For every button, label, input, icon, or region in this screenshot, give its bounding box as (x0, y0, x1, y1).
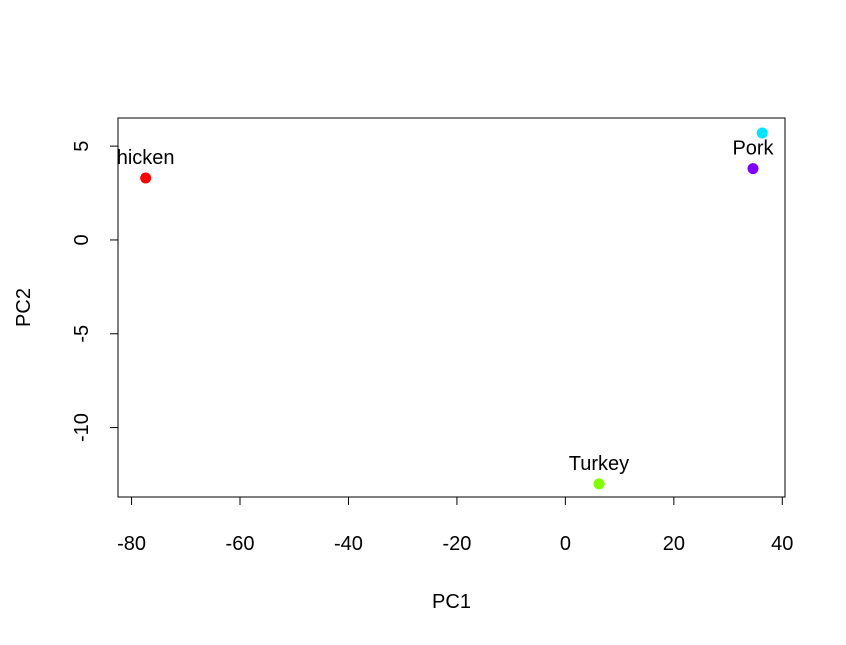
data-point (593, 478, 605, 490)
y-axis-title: PC2 (13, 288, 35, 327)
x-axis: -80 -60 -40 -20 0 20 40 (117, 496, 793, 555)
point-label: hicken (117, 147, 175, 169)
y-tick-label: -10 (71, 413, 93, 442)
x-tick-label: -80 (117, 533, 146, 555)
x-axis-title: PC1 (432, 591, 471, 613)
x-tick-label: -60 (226, 533, 255, 555)
plot-area-frame (117, 117, 786, 498)
y-tick-label: -5 (71, 325, 93, 343)
x-tick-label: 40 (771, 533, 793, 555)
y-tick-label: 5 (71, 141, 93, 152)
point-label: Pork (732, 138, 774, 160)
x-tick-label: 20 (663, 533, 685, 555)
point-labels: hicken Pork Turkey (117, 138, 775, 475)
y-tick-label: 0 (71, 234, 93, 245)
point-label: Turkey (569, 453, 629, 475)
x-tick-label: -20 (442, 533, 471, 555)
data-point (756, 127, 768, 139)
data-point (747, 163, 759, 175)
data-points (140, 127, 768, 490)
x-tick-label: 0 (560, 533, 571, 555)
x-tick-label: -40 (334, 533, 363, 555)
data-point (140, 172, 152, 184)
y-axis: -10 -5 0 5 (71, 141, 119, 442)
